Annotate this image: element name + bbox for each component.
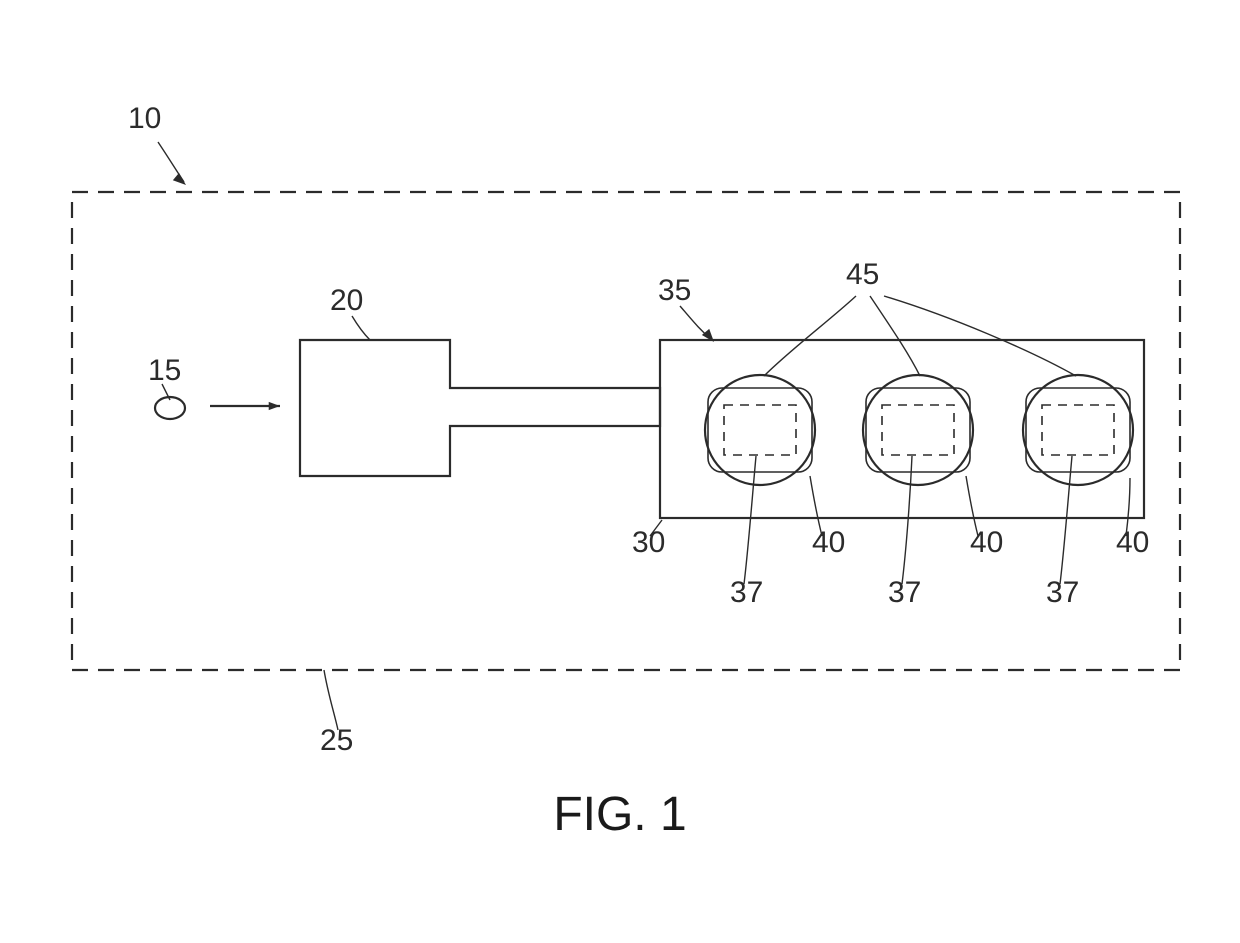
label-40: 40 [970,526,1003,559]
figure-title: FIG. 1 [553,788,686,841]
unit-inner-rect [1042,405,1114,455]
leader-37 [1060,456,1072,584]
label-10: 10 [128,102,161,135]
unit-circle [863,375,973,485]
leader-20 [352,316,370,340]
unit-circle [1023,375,1133,485]
label-15: 15 [148,354,181,387]
chamber-rect [660,340,1144,518]
unit-inner-rect [882,405,954,455]
leader-45 [870,296,920,376]
leader-45 [764,296,856,376]
boundary-rect [72,192,1180,670]
label-37: 37 [888,576,921,609]
label-40: 40 [812,526,845,559]
label-20: 20 [330,284,363,317]
arrowhead [173,173,186,185]
leader-25 [324,670,338,730]
label-37: 37 [1046,576,1079,609]
unit-circle [705,375,815,485]
label-35: 35 [658,274,691,307]
leader-37 [902,456,912,584]
label-30: 30 [632,526,665,559]
label-25: 25 [320,724,353,757]
input-ellipse [155,397,185,419]
label-45: 45 [846,258,879,291]
arrowhead [269,402,280,410]
label-37: 37 [730,576,763,609]
funnel-shape [300,340,660,476]
unit-inner-rect [724,405,796,455]
label-40: 40 [1116,526,1149,559]
leader-37 [744,456,756,584]
